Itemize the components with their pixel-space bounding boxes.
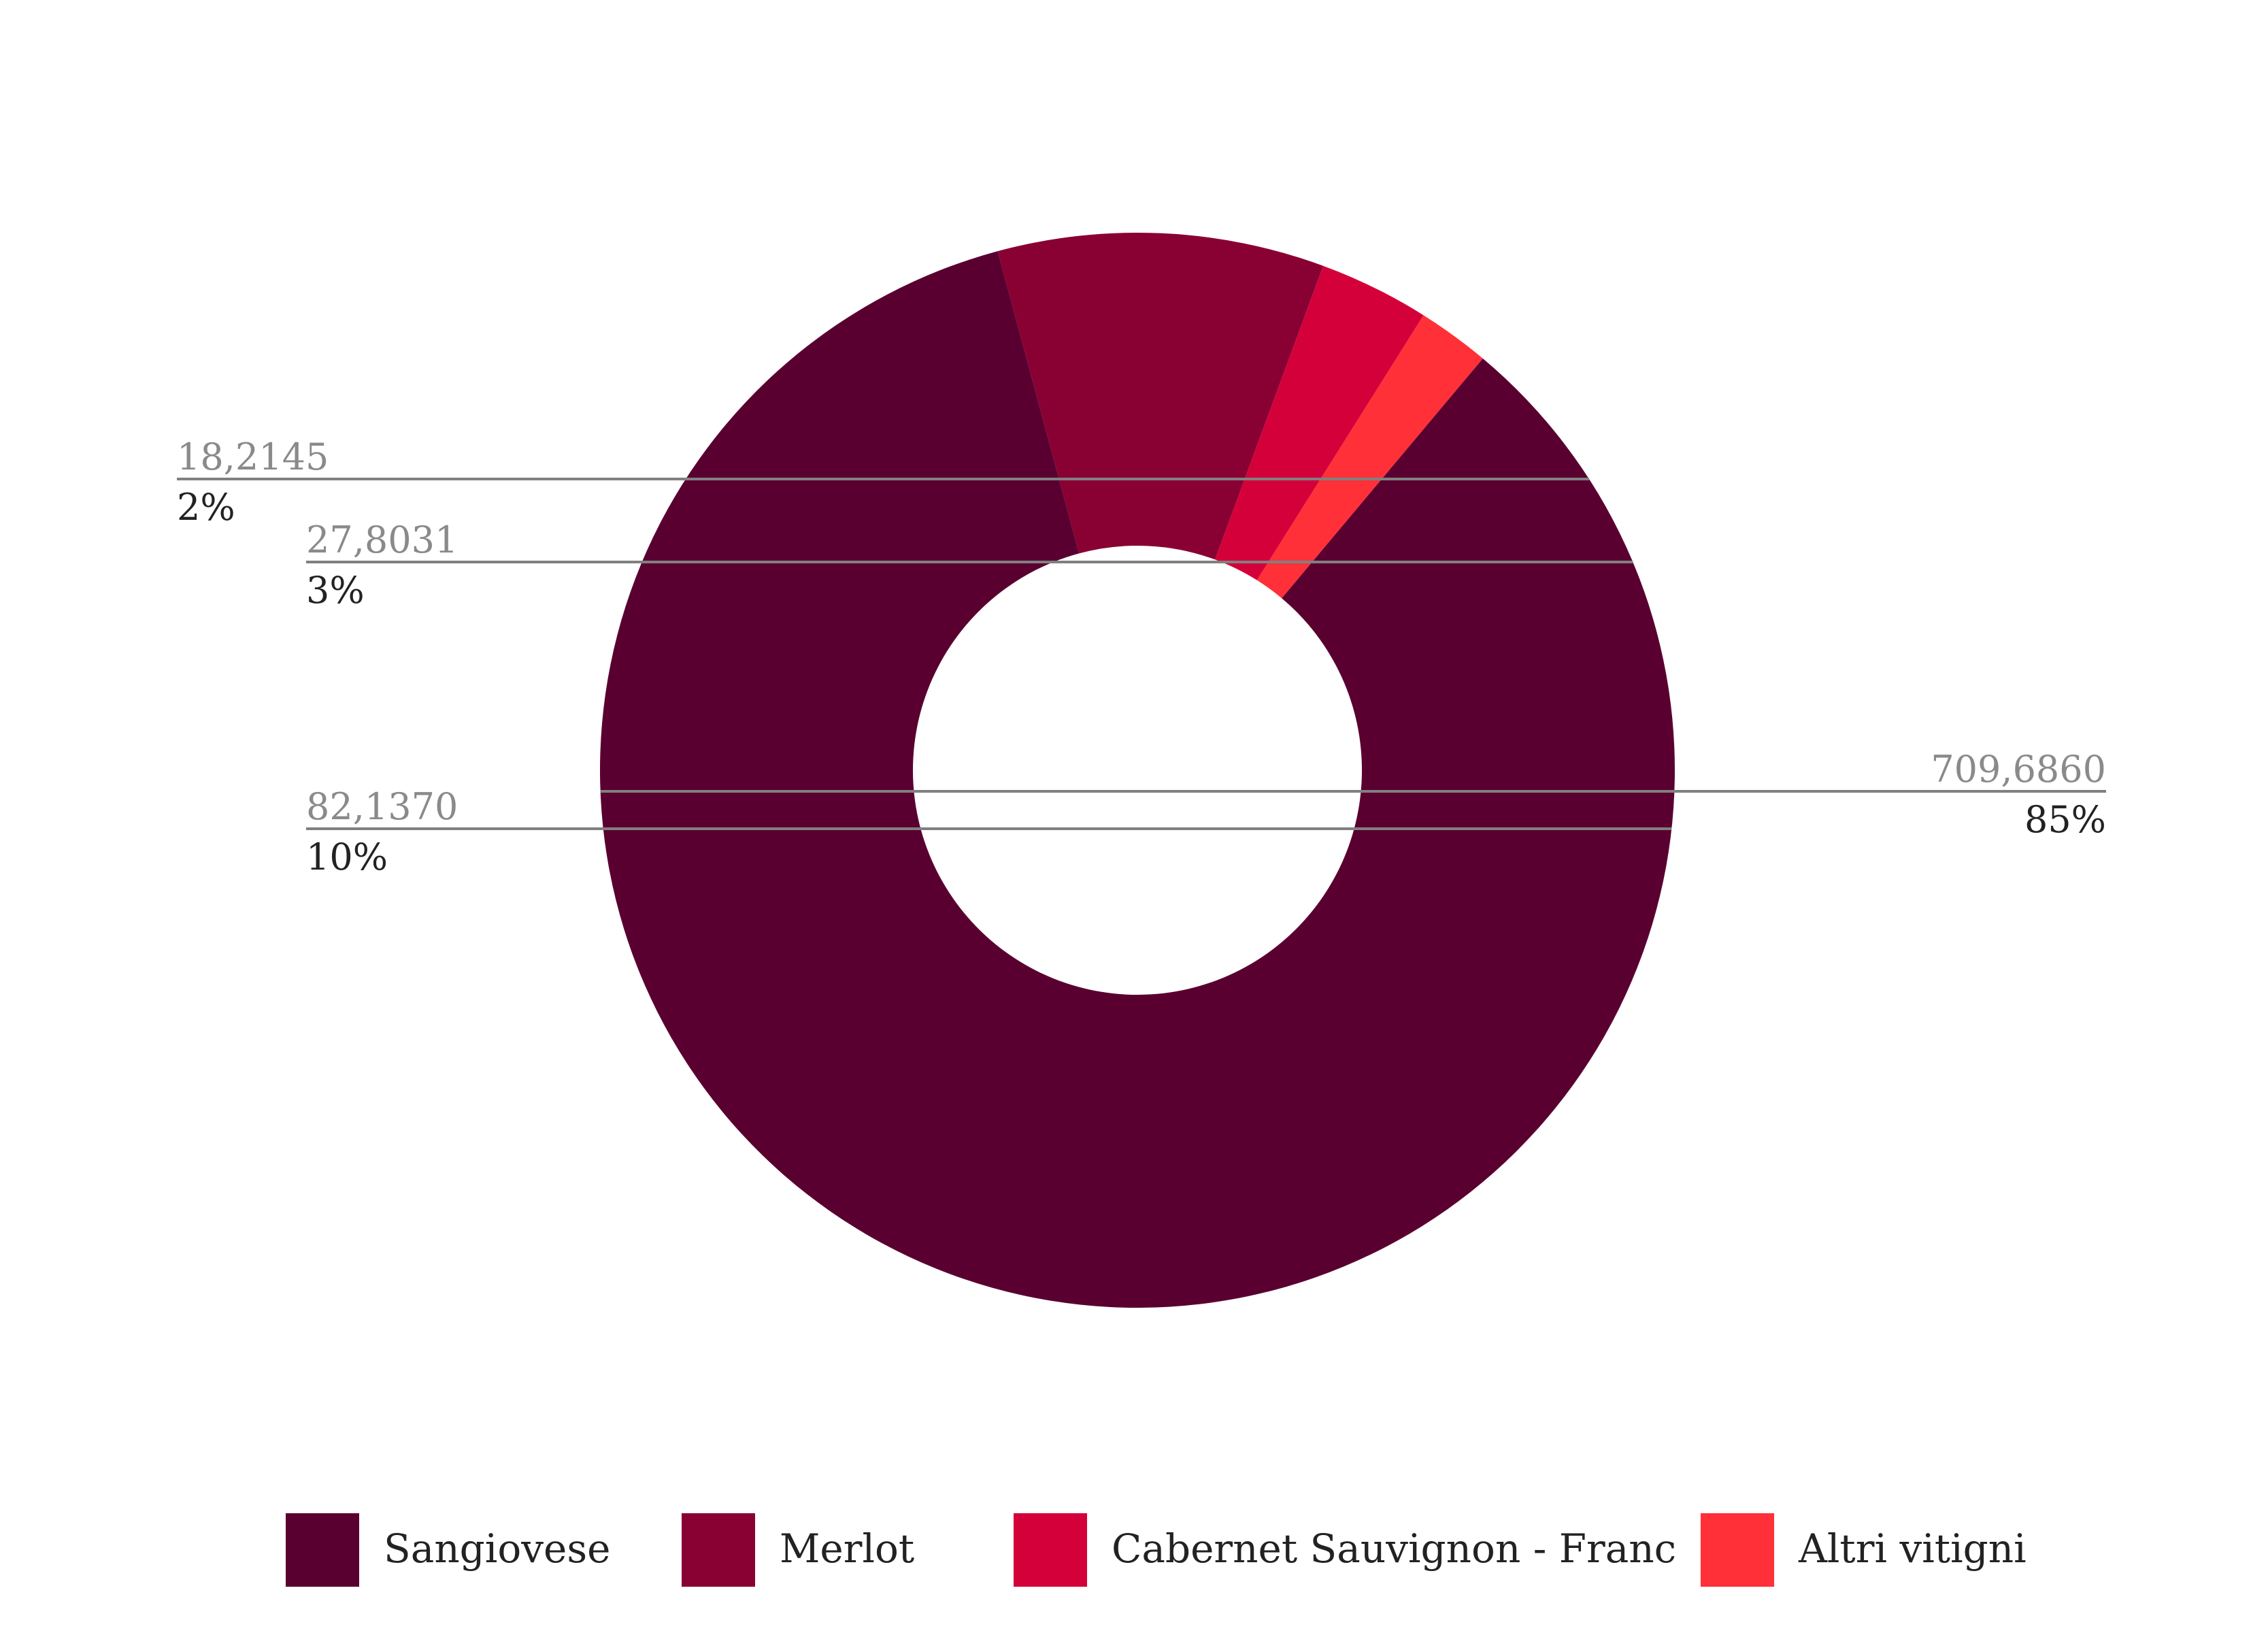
chart-slices: [599, 232, 1675, 1308]
chart-legend: Sangiovese Merlot Cabernet Sauvignon - Fra…: [286, 1513, 2027, 1587]
legend-item-altri-vitigni: Altri vitigni: [1701, 1513, 2027, 1587]
legend-item-cabernet-sauvignon-franc: Cabernet Sauvignon - Franc: [1014, 1513, 1676, 1587]
legend-swatch-altri-vitigni: [1701, 1513, 1774, 1587]
percent-label-merlot: 10%: [306, 836, 388, 878]
legend-label-sangiovese: Sangiovese: [384, 1525, 610, 1572]
legend-item-merlot: Merlot: [682, 1513, 914, 1587]
value-label-altri-vitigni: 18,2145: [177, 435, 329, 478]
legend-label-altri-vitigni: Altri vitigni: [1798, 1525, 2027, 1572]
slice-cabernet-sauvignon-franc: [1215, 265, 1424, 580]
legend-swatch-cabernet-sauvignon-franc: [1014, 1513, 1087, 1587]
legend-swatch-merlot: [682, 1513, 755, 1587]
percent-label-sangiovese: 85%: [2024, 798, 2106, 841]
slice-altri-vitigni: [1256, 315, 1483, 599]
value-label-sangiovese: 709,6860: [1931, 748, 2106, 791]
slice-sangiovese: [599, 251, 1675, 1308]
value-label-merlot: 82,1370: [306, 785, 458, 828]
value-label-cabernet-sauvignon-franc: 27,8031: [306, 518, 458, 561]
legend-item-sangiovese: Sangiovese: [286, 1513, 610, 1587]
legend-swatch-sangiovese: [286, 1513, 359, 1587]
chart-callouts: 709,6860 85% 82,1370 10% 27,8031 3% 18,2145 2%: [177, 435, 2106, 878]
percent-label-altri-vitigni: 2%: [177, 486, 235, 529]
percent-label-cabernet-sauvignon-franc: 3%: [306, 569, 365, 612]
legend-label-merlot: Merlot: [780, 1525, 914, 1572]
legend-label-cabernet-sauvignon-franc: Cabernet Sauvignon - Franc: [1112, 1525, 1676, 1572]
